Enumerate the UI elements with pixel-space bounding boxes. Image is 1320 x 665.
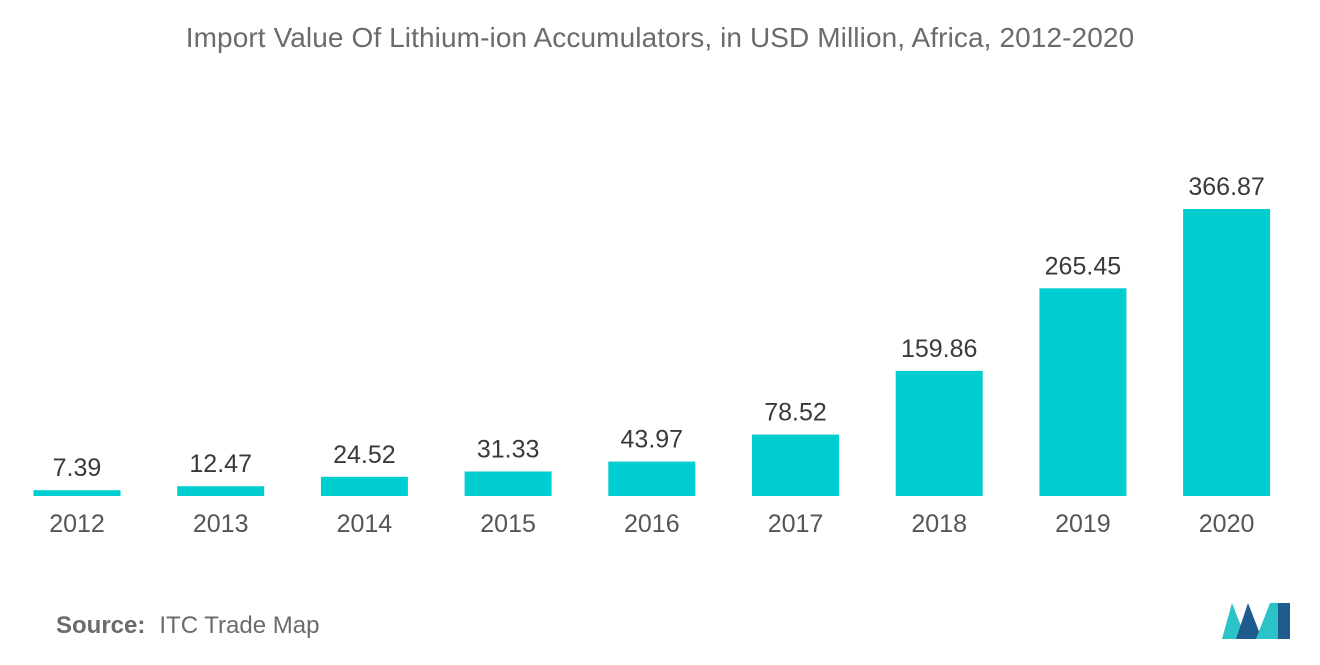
x-tick-label-2016: 2016 (624, 510, 680, 538)
bar-2016 (608, 461, 696, 496)
value-label-2012: 7.39 (53, 454, 102, 482)
logo-shape-mid (1236, 603, 1262, 639)
bar-2019 (1039, 288, 1127, 496)
x-tick-label-2013: 2013 (193, 510, 249, 538)
x-tick-label-2020: 2020 (1199, 510, 1255, 538)
brand-logo-icon (1222, 603, 1290, 639)
bar-2017 (752, 434, 839, 496)
bar-2012 (33, 490, 121, 496)
logo-shape-right (1256, 603, 1278, 639)
value-label-2013: 12.47 (189, 450, 252, 478)
x-tick-label-2015: 2015 (480, 510, 536, 538)
x-tick-label-2012: 2012 (49, 510, 105, 538)
x-tick-labels-group: 2012 2013 2014 2015 2016 2017 2018 2019 2020 (49, 510, 1254, 538)
value-label-2017: 78.52 (764, 399, 827, 427)
value-label-2020: 366.87 (1188, 173, 1264, 201)
chart-title: Import Value Of Lithium-ion Accumulators… (185, 22, 1135, 53)
x-tick-label-2019: 2019 (1055, 510, 1111, 538)
bar-2020 (1183, 209, 1271, 496)
source-note: Source: ITC Trade Map (56, 612, 319, 640)
x-tick-label-2017: 2017 (768, 510, 824, 538)
logo-shape-end (1278, 603, 1290, 639)
value-label-2015: 31.33 (477, 436, 540, 464)
bar-2014 (320, 476, 408, 496)
x-tick-label-2018: 2018 (911, 510, 967, 538)
value-label-2018: 159.86 (901, 335, 977, 363)
bar-2013 (177, 486, 265, 496)
x-tick-label-2014: 2014 (337, 510, 393, 538)
bar-2018 (895, 370, 983, 496)
bars-group (33, 209, 1271, 496)
value-label-2014: 24.52 (333, 441, 396, 469)
value-label-2016: 43.97 (621, 426, 684, 454)
source-text: ITC Trade Map (159, 612, 320, 639)
bar-2015 (464, 471, 552, 496)
value-labels-group: 7.39 12.47 24.52 31.33 43.97 78.52 159.86 265.4… (53, 173, 1265, 482)
value-label-2019: 265.45 (1045, 252, 1121, 280)
source-label: Source: (56, 612, 146, 639)
